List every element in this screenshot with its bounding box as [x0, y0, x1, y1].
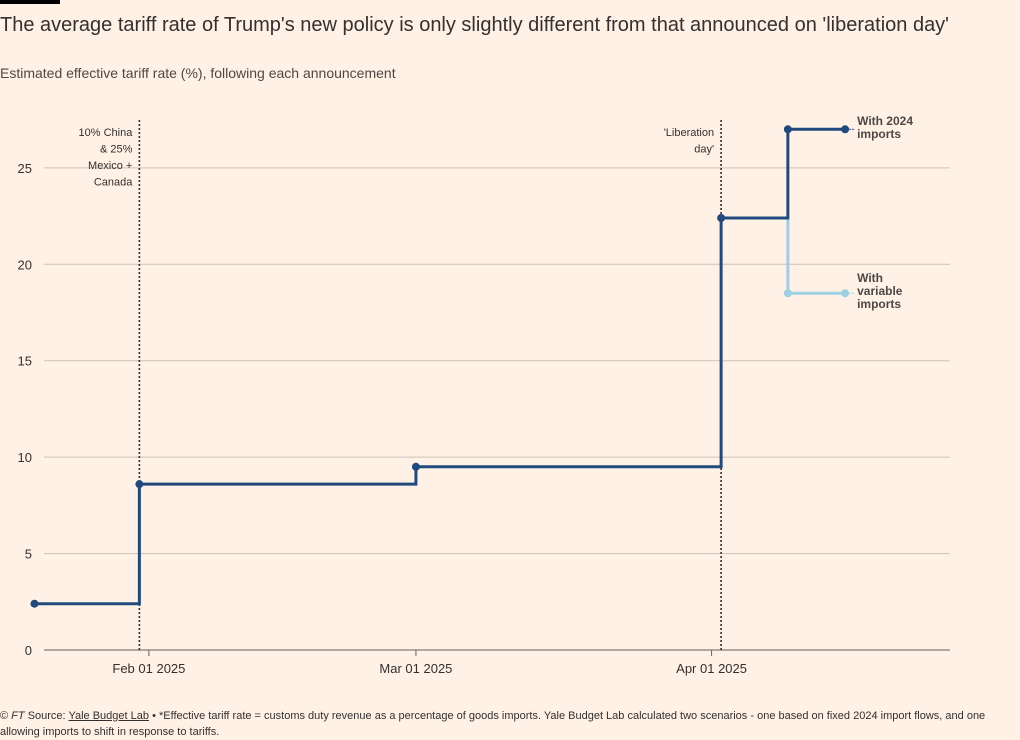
annotation-label: Mexico +: [88, 160, 132, 172]
y-tick-label: 20: [18, 257, 32, 272]
data-point: [411, 462, 420, 471]
annotation-label: 10% China: [79, 127, 134, 139]
series-label: With: [857, 271, 883, 285]
data-point: [841, 125, 850, 134]
series-label: imports: [857, 297, 901, 311]
data-point: [30, 599, 39, 608]
source-label: Source:: [27, 710, 66, 722]
y-tick-label: 0: [25, 643, 32, 658]
annotation-label: & 25%: [100, 144, 133, 156]
x-tick-label: Apr 01 2025: [676, 661, 747, 676]
x-tick-label: Feb 01 2025: [112, 661, 185, 676]
series-label: With 2024: [857, 114, 913, 128]
y-tick-label: 15: [18, 354, 32, 369]
data-point: [783, 125, 792, 134]
series-line: [34, 127, 846, 606]
x-tick-label: Mar 01 2025: [379, 661, 452, 676]
y-tick-label: 5: [25, 547, 32, 562]
series-label: variable: [857, 284, 903, 298]
annotation-label: 'Liberation: [664, 127, 714, 139]
annotation-label: day': [694, 144, 714, 156]
chart-subtitle: Estimated effective tariff rate (%), fol…: [0, 65, 396, 81]
y-tick-label: 25: [18, 161, 32, 176]
brand-bar: [0, 0, 60, 4]
data-point: [717, 214, 726, 222]
footer-note: • *Effective tariff rate = customs duty …: [0, 710, 986, 738]
y-tick-label: 10: [18, 450, 32, 465]
series-label: imports: [857, 127, 901, 141]
data-point: [135, 480, 144, 489]
data-point: [841, 289, 850, 298]
series-line: [721, 216, 846, 295]
copyright: ©: [0, 710, 9, 722]
annotation-label: Canada: [94, 177, 133, 189]
footer: © FT Source: Yale Budget Lab • *Effectiv…: [0, 708, 1012, 740]
tariff-rate-chart: 0 5 10 15 20 25 Feb 01 2025 Mar 01 2025 Apr 01 2…: [18, 114, 950, 676]
chart-title: The average tariff rate of Trump's new p…: [0, 14, 950, 36]
data-point: [783, 289, 792, 298]
ft-brand: FT: [11, 710, 25, 722]
source-link[interactable]: Yale Budget Lab: [68, 710, 149, 722]
